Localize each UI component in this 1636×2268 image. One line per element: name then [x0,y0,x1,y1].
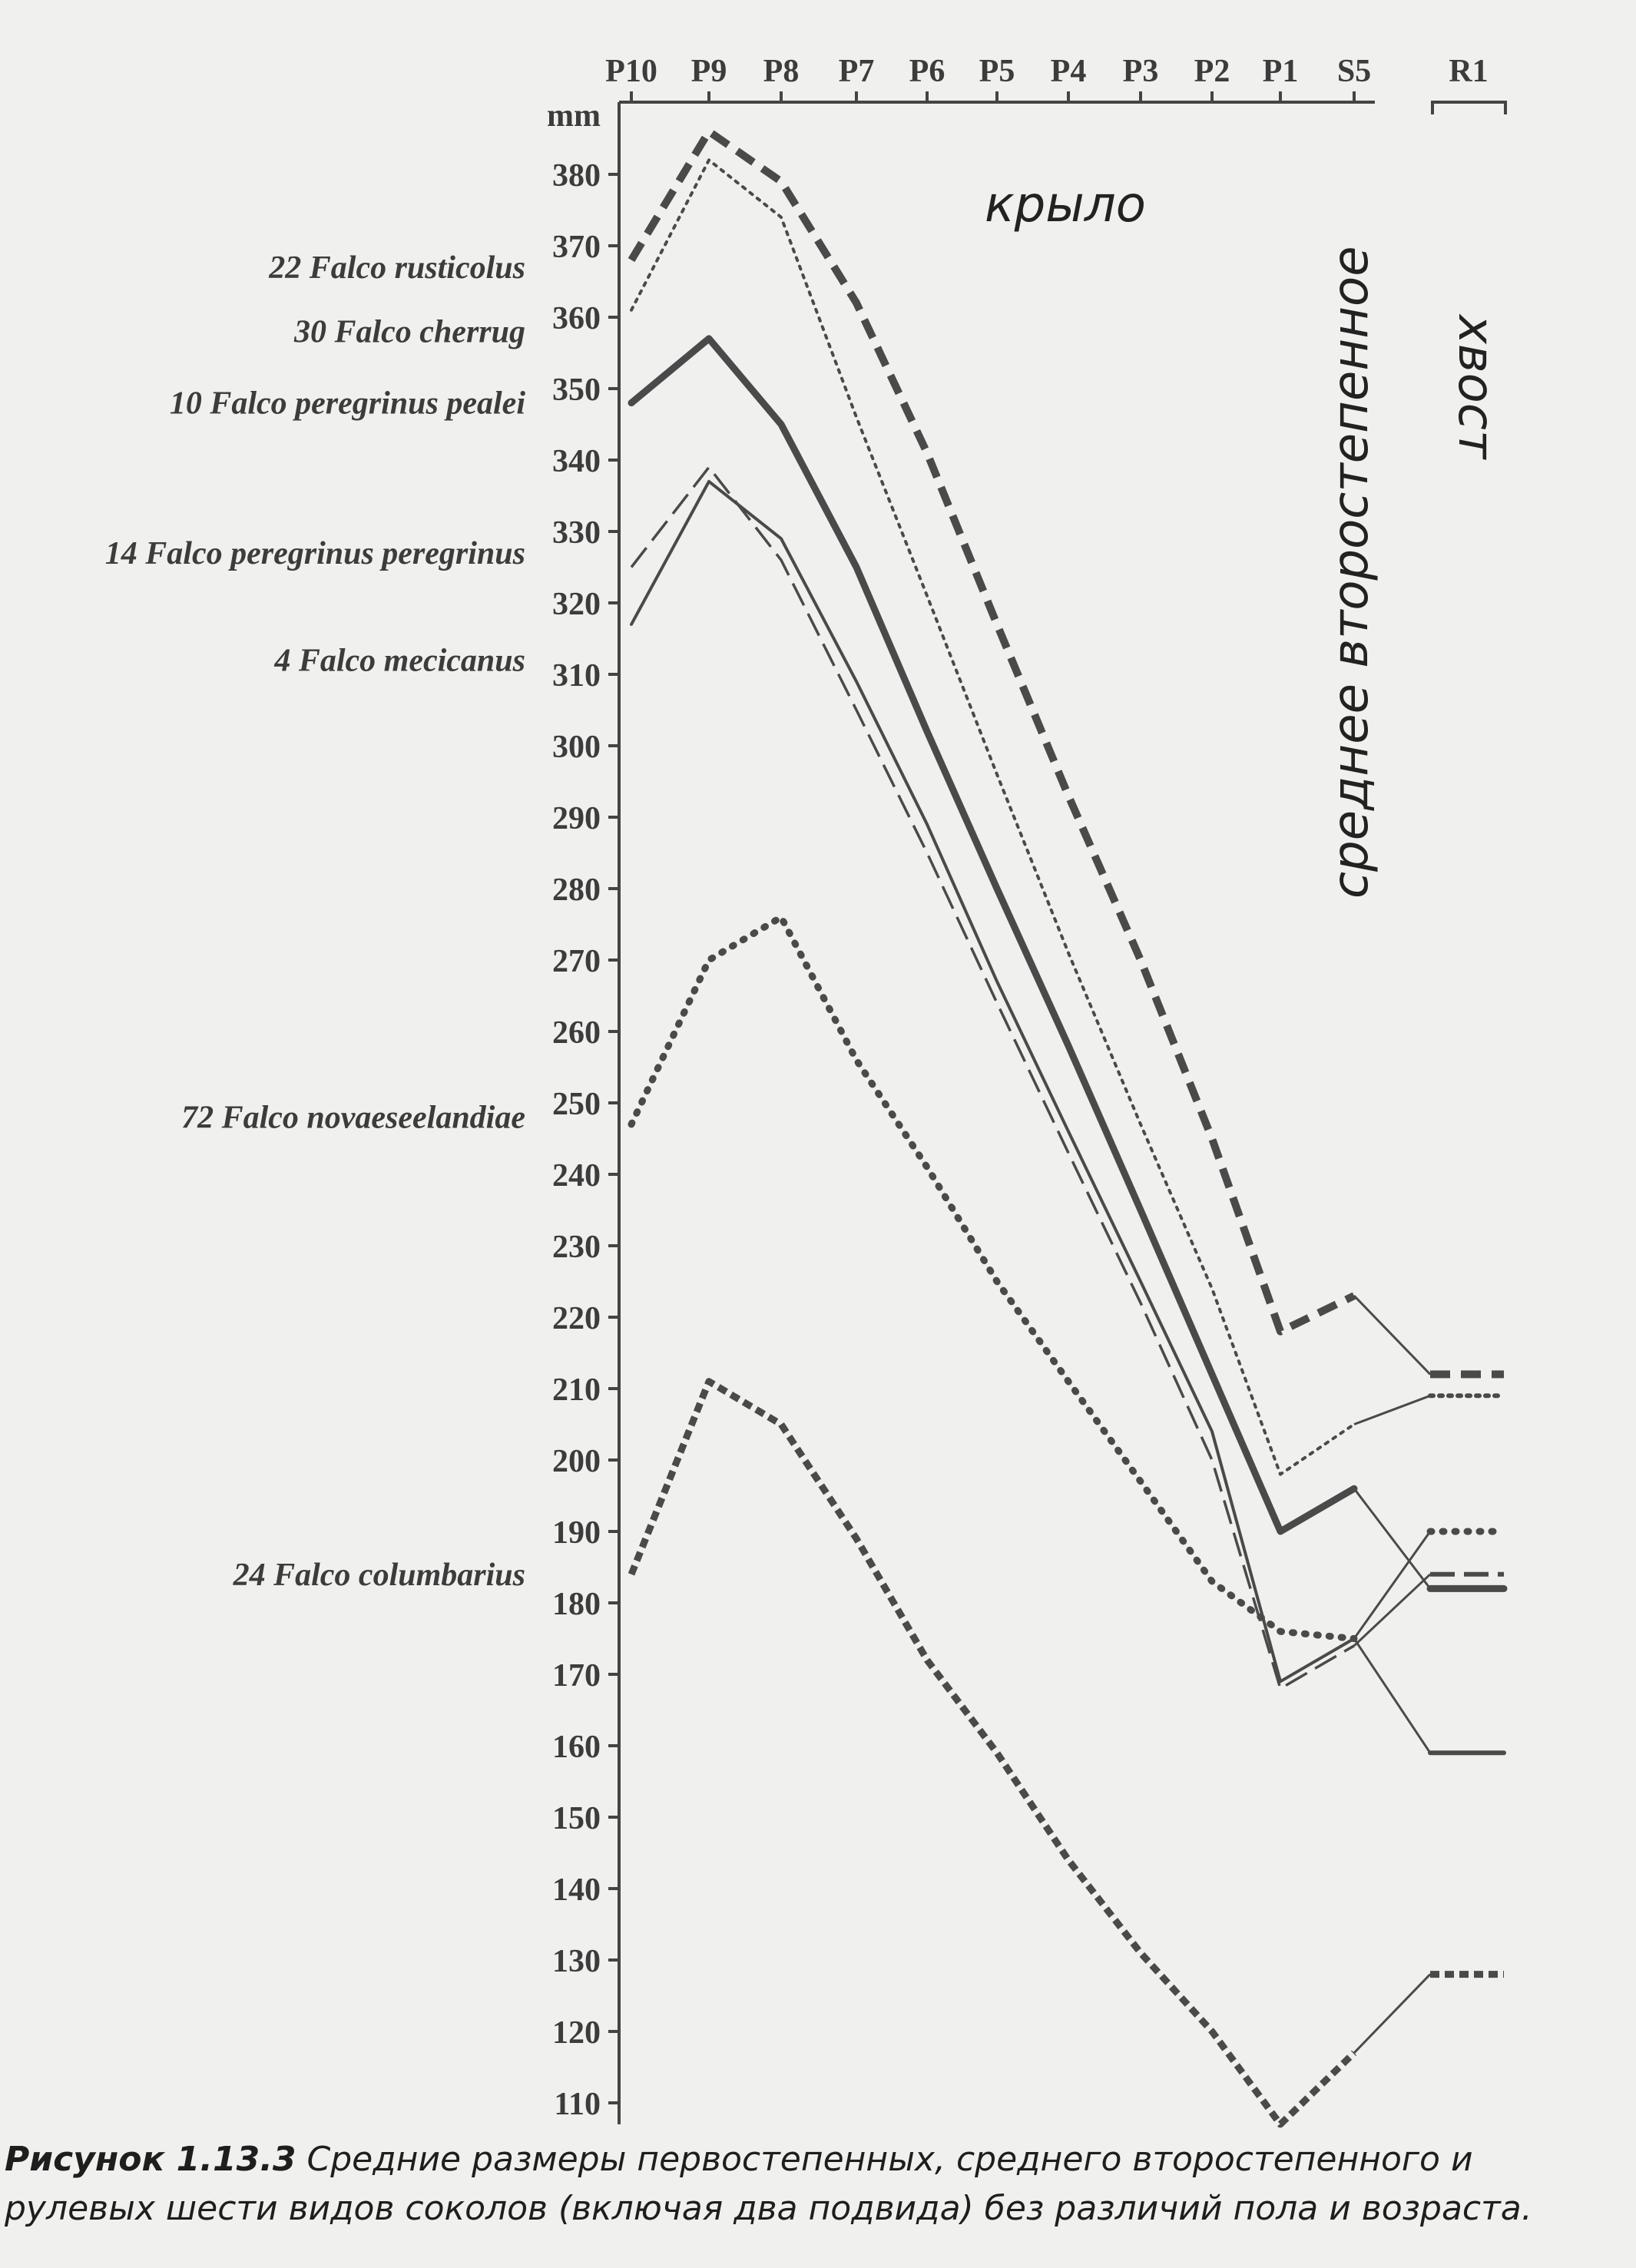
tail-connector-72-falco-novaeseelandiae [1353,1531,1432,1640]
series-label-24-falco-columbarius: 24 Falco columbarius [233,1558,525,1593]
y-tick-label-240: 240 [552,1158,601,1194]
y-tick-label-130: 130 [552,1944,601,1979]
y-tick-label-320: 320 [552,587,601,622]
series-label-72-falco-novaeseelandiae: 72 Falco novaeseelandiae [181,1101,525,1136]
y-unit-label: mm [547,98,601,134]
tail-connector-22-falco-rusticolus [1353,1295,1432,1376]
figure-caption: Рисунок 1.13.3 Средние размеры первостеп… [5,2135,1625,2233]
y-tick-label-140: 140 [552,1872,601,1908]
y-tick-label-330: 330 [552,515,601,551]
tail-connector-10-falco-peregrinus-pealei [1353,1488,1432,1590]
x-tick-label-p5: P5 [979,54,1015,89]
series-4-falco-mecicanus [630,479,1506,1756]
y-tick-label-250: 250 [552,1087,601,1122]
y-tick-label-120: 120 [552,2015,601,2051]
y-tick-label-210: 210 [552,1372,601,1408]
x-tick-label-p6: P6 [909,54,946,89]
series-line-14-falco-peregrinus-peregrinus [630,465,1355,1690]
x-tick-label-p8: P8 [763,54,800,89]
tail-connector-30-falco-cherrug [1353,1394,1431,1425]
y-tick-label-180: 180 [552,1587,601,1622]
y-tick-label-110: 110 [554,2087,601,2122]
chart: P10 P9 P8 P7 P6 P5 P4 P3 P2 P1 S5 R1 mm 110 120 130 140 1… [105,54,1508,2128]
y-tick-label-300: 300 [552,730,601,765]
annotation-tail: хвост [1447,313,1504,460]
y-tick-label-350: 350 [552,372,601,408]
series-14-falco-peregrinus-peregrinus [630,465,1504,1690]
x-tick-label-p1: P1 [1263,54,1299,89]
series-line-30-falco-cherrug [630,158,1356,1476]
chart-axes: P10 P9 P8 P7 P6 P5 P4 P3 P2 P1 S5 R1 mm 110 120 130 140 1… [547,54,1507,2124]
y-tick-label-200: 200 [552,1444,601,1479]
x-tick-label-p4: P4 [1051,54,1087,89]
series-24-falco-columbarius [628,1378,1504,2128]
annotation-wing: крыло [985,177,1146,233]
labels-layer: 22 Falco rusticolus 30 Falco cherrug 10 Fa… [105,250,526,1593]
series-line-24-falco-columbarius [628,1378,1357,2128]
y-tick-label-340: 340 [552,444,601,479]
x-tick-label-s5: S5 [1337,54,1371,89]
series-10-falco-peregrinus-pealei [628,335,1508,1592]
y-tick-label-220: 220 [552,1301,601,1336]
series-72-falco-novaeseelandiae [628,913,1508,1642]
series-label-14-falco-peregrinus-peregrinus: 14 Falco peregrinus peregrinus [105,536,525,571]
series-30-falco-cherrug [630,158,1506,1476]
series-line-4-falco-mecicanus [630,479,1356,1684]
x-tick-label-p2: P2 [1194,54,1230,89]
y-tick-label-360: 360 [552,301,601,336]
series-label-22-falco-rusticolus: 22 Falco rusticolus [268,250,525,286]
x-tick-label-p9: P9 [691,54,727,89]
x-tick-label-p3: P3 [1123,54,1159,89]
y-tick-label-170: 170 [552,1658,601,1694]
y-tick-label-270: 270 [552,944,601,979]
y-tick-label-260: 260 [552,1015,601,1051]
series-line-10-falco-peregrinus-pealei [628,335,1358,1535]
y-tick-label-160: 160 [552,1730,601,1765]
caption-figure-number: Рисунок 1.13.3 [5,2140,296,2179]
series-label-30-falco-cherrug: 30 Falco cherrug [293,315,525,350]
tail-connector-14-falco-peregrinus-peregrinus [1353,1573,1432,1647]
series-line-22-falco-rusticolus [628,127,1356,1336]
y-tick-label-310: 310 [552,658,601,694]
y-tick-label-290: 290 [552,801,601,836]
series-label-4-falco-mecicanus: 4 Falco mecicanus [273,643,525,678]
annotation-secondary: среднее второстепенное [1323,246,1379,899]
y-tick-label-380: 380 [552,158,601,194]
tail-connector-24-falco-columbarius [1353,1973,1432,2054]
series-layer [628,127,1508,2128]
series-22-falco-rusticolus [628,127,1504,1379]
caption-text: Средние размеры первостепенных, среднего… [5,2140,1532,2228]
y-tick-label-150: 150 [552,1801,601,1836]
series-line-72-falco-novaeseelandiae [628,913,1358,1642]
x-tick-label-p7: P7 [839,54,875,89]
series-label-10-falco-peregrinus-pealei: 10 Falco peregrinus pealei [170,386,525,422]
y-tick-label-230: 230 [552,1230,601,1265]
tail-connector-4-falco-mecicanus [1353,1637,1432,1754]
y-tick-label-370: 370 [552,230,601,265]
y-tick-label-280: 280 [552,872,601,908]
x-tick-label-p10: P10 [605,54,657,89]
x-tick-label-r1: R1 [1449,54,1488,89]
y-tick-label-190: 190 [552,1515,601,1551]
